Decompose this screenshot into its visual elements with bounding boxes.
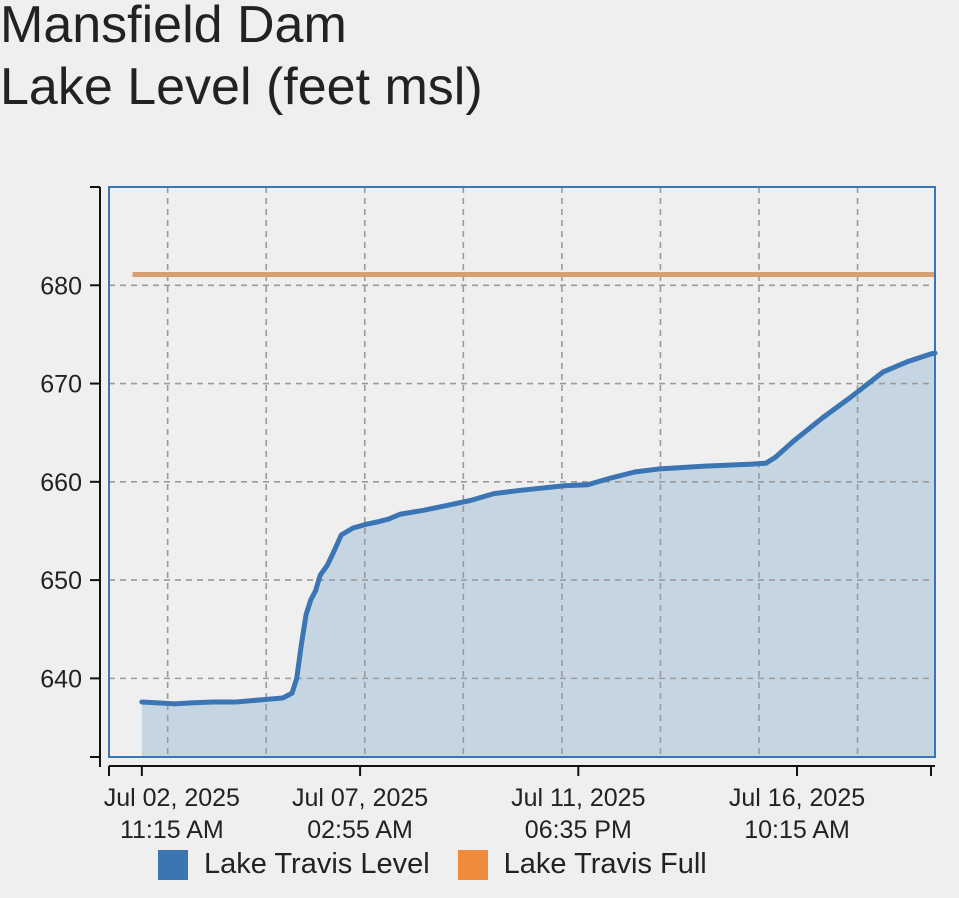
x-tick-label-date: Jul 16, 2025 [729,784,865,812]
x-tick-label-date: Jul 07, 2025 [292,784,428,812]
legend-swatch-full [457,849,488,880]
legend-label-level: Lake Travis Level [204,848,430,880]
y-tick-label: 650 [40,567,82,595]
chart-title-line-2: Lake Level (feet msl) [0,58,483,116]
level-line [139,350,938,707]
plot-border [108,186,936,758]
legend-label-full: Lake Travis Full [503,848,707,880]
legend-swatch-level [158,849,188,880]
y-tick-label: 680 [40,272,82,300]
lake-level-chart: 640 650 660 670 680 Jul 02, 2025 11:15 AM Jul 0… [40,186,938,844]
legend-item-full[interactable]: Lake Travis Full [457,848,707,881]
chart-title: Mansfield Dam Lake Level (feet msl) [0,0,483,118]
x-tick-label-time: 11:15 AM [120,816,224,844]
x-tick-label-date: Jul 11, 2025 [511,784,645,812]
y-tick-label: 660 [40,469,82,497]
y-tick-label: 670 [40,371,82,399]
x-tick-label-time: 02:55 AM [307,816,413,844]
x-tick-label-time: 10:15 AM [744,816,850,844]
y-tick-label: 640 [40,665,82,693]
chart-legend: Lake Travis Level Lake Travis Full [158,848,735,881]
x-tick-label-time: 06:35 PM [525,816,632,844]
legend-item-level[interactable]: Lake Travis Level [158,848,430,881]
level-area-fill [141,353,935,757]
x-tick-label-date: Jul 02, 2025 [104,784,240,812]
chart-title-line-1: Mansfield Dam [0,0,347,54]
